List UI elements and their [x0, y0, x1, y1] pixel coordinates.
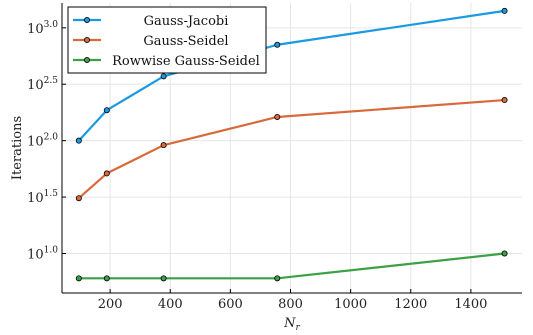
y-tick-label: 102.5: [27, 76, 58, 93]
x-axis-title-main: N: [283, 316, 296, 331]
data-point: [75, 137, 82, 144]
data-point: [274, 113, 281, 120]
y-tick-label: 101.5: [27, 189, 58, 206]
y-tick-label: 103.0: [27, 20, 58, 37]
x-axis-title: Nr: [283, 316, 300, 333]
data-point: [501, 250, 508, 257]
legend-marker: [84, 16, 91, 23]
legend-marker: [84, 57, 91, 64]
series-layer: [75, 7, 508, 282]
data-point: [103, 170, 110, 177]
legend-marker: [84, 37, 91, 44]
y-tick-exponent: 2.5: [44, 76, 59, 86]
y-tick-exponent: 1.5: [44, 189, 59, 199]
legend-label: Gauss-Jacobi: [144, 14, 229, 29]
data-point: [160, 142, 167, 149]
y-tick-base: 10: [27, 78, 44, 93]
x-tick-label: 400: [158, 297, 183, 312]
y-tick-exponent: 3.0: [44, 20, 59, 30]
x-tick-label: 800: [278, 297, 303, 312]
x-tick-label: 1200: [394, 297, 427, 312]
x-tick-label: 200: [98, 297, 123, 312]
data-point: [160, 275, 167, 282]
y-tick-base: 10: [27, 22, 44, 37]
x-tick-label: 1400: [454, 297, 487, 312]
y-tick-base: 10: [27, 135, 44, 150]
x-tick-label: 1000: [334, 297, 367, 312]
x-axis-title-subscript: r: [296, 323, 301, 333]
data-point: [501, 97, 508, 104]
legend-label: Gauss-Seidel: [143, 34, 228, 49]
data-point: [274, 275, 281, 282]
plot-frame: [61, 3, 522, 294]
x-axis-ticks: 200 400 600 800 1000 1200 1400: [98, 289, 487, 312]
y-tick-base: 10: [27, 248, 44, 263]
y-tick-label: 101.0: [27, 246, 58, 263]
y-tick-base: 10: [27, 191, 44, 206]
y-tick-exponent: 2.0: [44, 133, 59, 143]
y-tick-label: 102.0: [27, 133, 58, 150]
data-point: [103, 275, 110, 282]
data-point: [160, 73, 167, 80]
data-point: [274, 41, 281, 48]
y-axis-title: Iterations: [10, 116, 25, 180]
y-tick-exponent: 1.0: [44, 246, 59, 256]
data-point: [103, 107, 110, 114]
legend-label: Rowwise Gauss-Seidel: [112, 54, 260, 69]
legend: Gauss-Jacobi Gauss-Seidel Rowwise Gauss-Se…: [67, 6, 267, 74]
data-point: [75, 195, 82, 202]
x-tick-label: 600: [218, 297, 243, 312]
data-point: [501, 7, 508, 14]
data-point: [75, 275, 82, 282]
